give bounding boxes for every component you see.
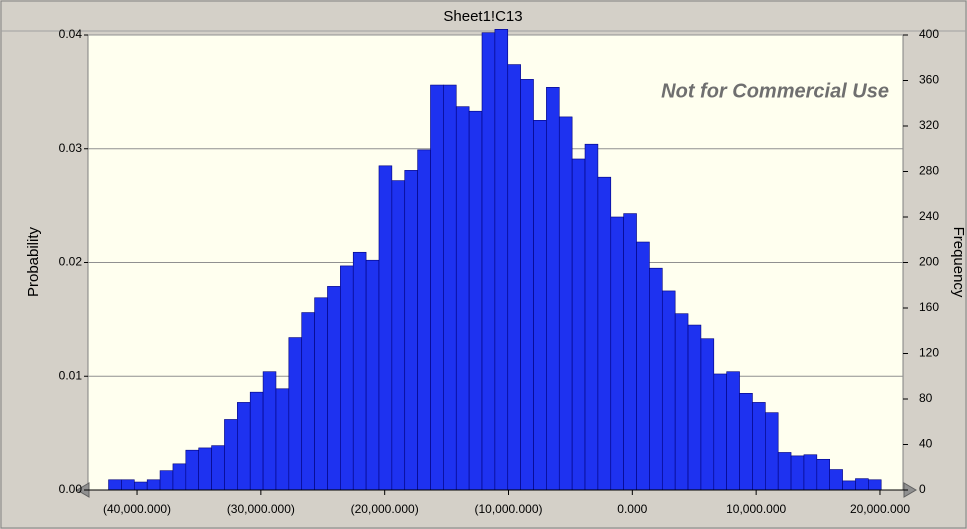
bar [636, 241, 650, 491]
y2-tick-label: 160 [919, 300, 939, 314]
bar [533, 120, 547, 491]
y2-tick-label: 40 [919, 437, 933, 451]
y2-tick-label: 80 [919, 391, 933, 405]
y2-tick-label: 280 [919, 164, 939, 178]
x-tick-label: 10,000.000 [726, 502, 786, 516]
y-tick-label: 0.03 [59, 141, 83, 155]
bar [816, 458, 830, 491]
bar [378, 165, 393, 491]
y-axis-title: Probability [25, 226, 42, 297]
x-tick-label: (40,000.000) [103, 502, 171, 516]
bar [777, 452, 792, 491]
bar [765, 412, 779, 491]
bar [249, 391, 264, 491]
y2-tick-label: 400 [919, 27, 939, 41]
bar [224, 419, 238, 491]
bar [739, 393, 753, 491]
bar [121, 479, 135, 491]
bar [340, 265, 354, 491]
y2-tick-label: 0 [919, 482, 926, 496]
bar [185, 449, 199, 491]
bar [507, 64, 521, 491]
y-tick-label: 0.00 [59, 482, 83, 496]
y-tick-label: 0.04 [59, 27, 83, 41]
bar [546, 87, 560, 491]
bar [674, 313, 689, 491]
y2-tick-label: 240 [919, 209, 939, 223]
bar [314, 297, 328, 491]
bar [211, 445, 225, 491]
bar [803, 454, 818, 491]
chart-title: Sheet1!C13 [443, 8, 522, 25]
bar [558, 116, 573, 491]
annotation: Not for Commercial Use [661, 80, 889, 102]
x-tick-label: 0.000 [617, 502, 647, 516]
bar [700, 338, 715, 491]
bar [687, 324, 702, 491]
bar [301, 312, 315, 491]
y2-tick-label: 320 [919, 118, 939, 132]
x-tick-label: 20,000.000 [850, 502, 910, 516]
bar [713, 373, 727, 491]
bar [468, 110, 483, 491]
bar [365, 259, 380, 491]
y2-tick-label: 120 [919, 346, 939, 360]
bar [391, 180, 406, 491]
bar [198, 447, 212, 491]
bar [571, 158, 586, 491]
bar [829, 469, 843, 491]
bar [404, 170, 418, 491]
bar [623, 213, 637, 491]
bar [649, 267, 663, 491]
y2-tick-label: 200 [919, 255, 939, 269]
bar [146, 479, 161, 491]
bar [172, 463, 187, 491]
bar [494, 29, 509, 491]
x-tick-label: (10,000.000) [474, 502, 542, 516]
bar [661, 290, 676, 491]
bar [352, 251, 367, 491]
bar [108, 479, 122, 491]
bar [481, 32, 496, 491]
bar [275, 388, 290, 491]
bar [417, 149, 431, 491]
bar [597, 176, 612, 491]
bar [327, 286, 341, 491]
y2-axis-title: Frequency [950, 227, 967, 298]
bar [455, 106, 470, 491]
bar [855, 478, 869, 491]
y-tick-label: 0.02 [59, 255, 83, 269]
bar [262, 371, 277, 491]
bar [726, 371, 740, 491]
bar [790, 455, 805, 491]
bar [610, 216, 624, 491]
bar [159, 470, 174, 491]
bar [443, 84, 457, 491]
bar [430, 84, 444, 491]
bar [288, 337, 303, 491]
bar [584, 143, 599, 491]
x-tick-label: (30,000.000) [227, 502, 295, 516]
bar [842, 480, 856, 491]
y2-tick-label: 360 [919, 73, 939, 87]
bar [134, 481, 148, 491]
bar [868, 479, 882, 491]
bar [237, 402, 251, 491]
bar [752, 402, 766, 491]
y-tick-label: 0.01 [59, 368, 83, 382]
x-tick-label: (20,000.000) [351, 502, 419, 516]
bar [520, 79, 534, 491]
